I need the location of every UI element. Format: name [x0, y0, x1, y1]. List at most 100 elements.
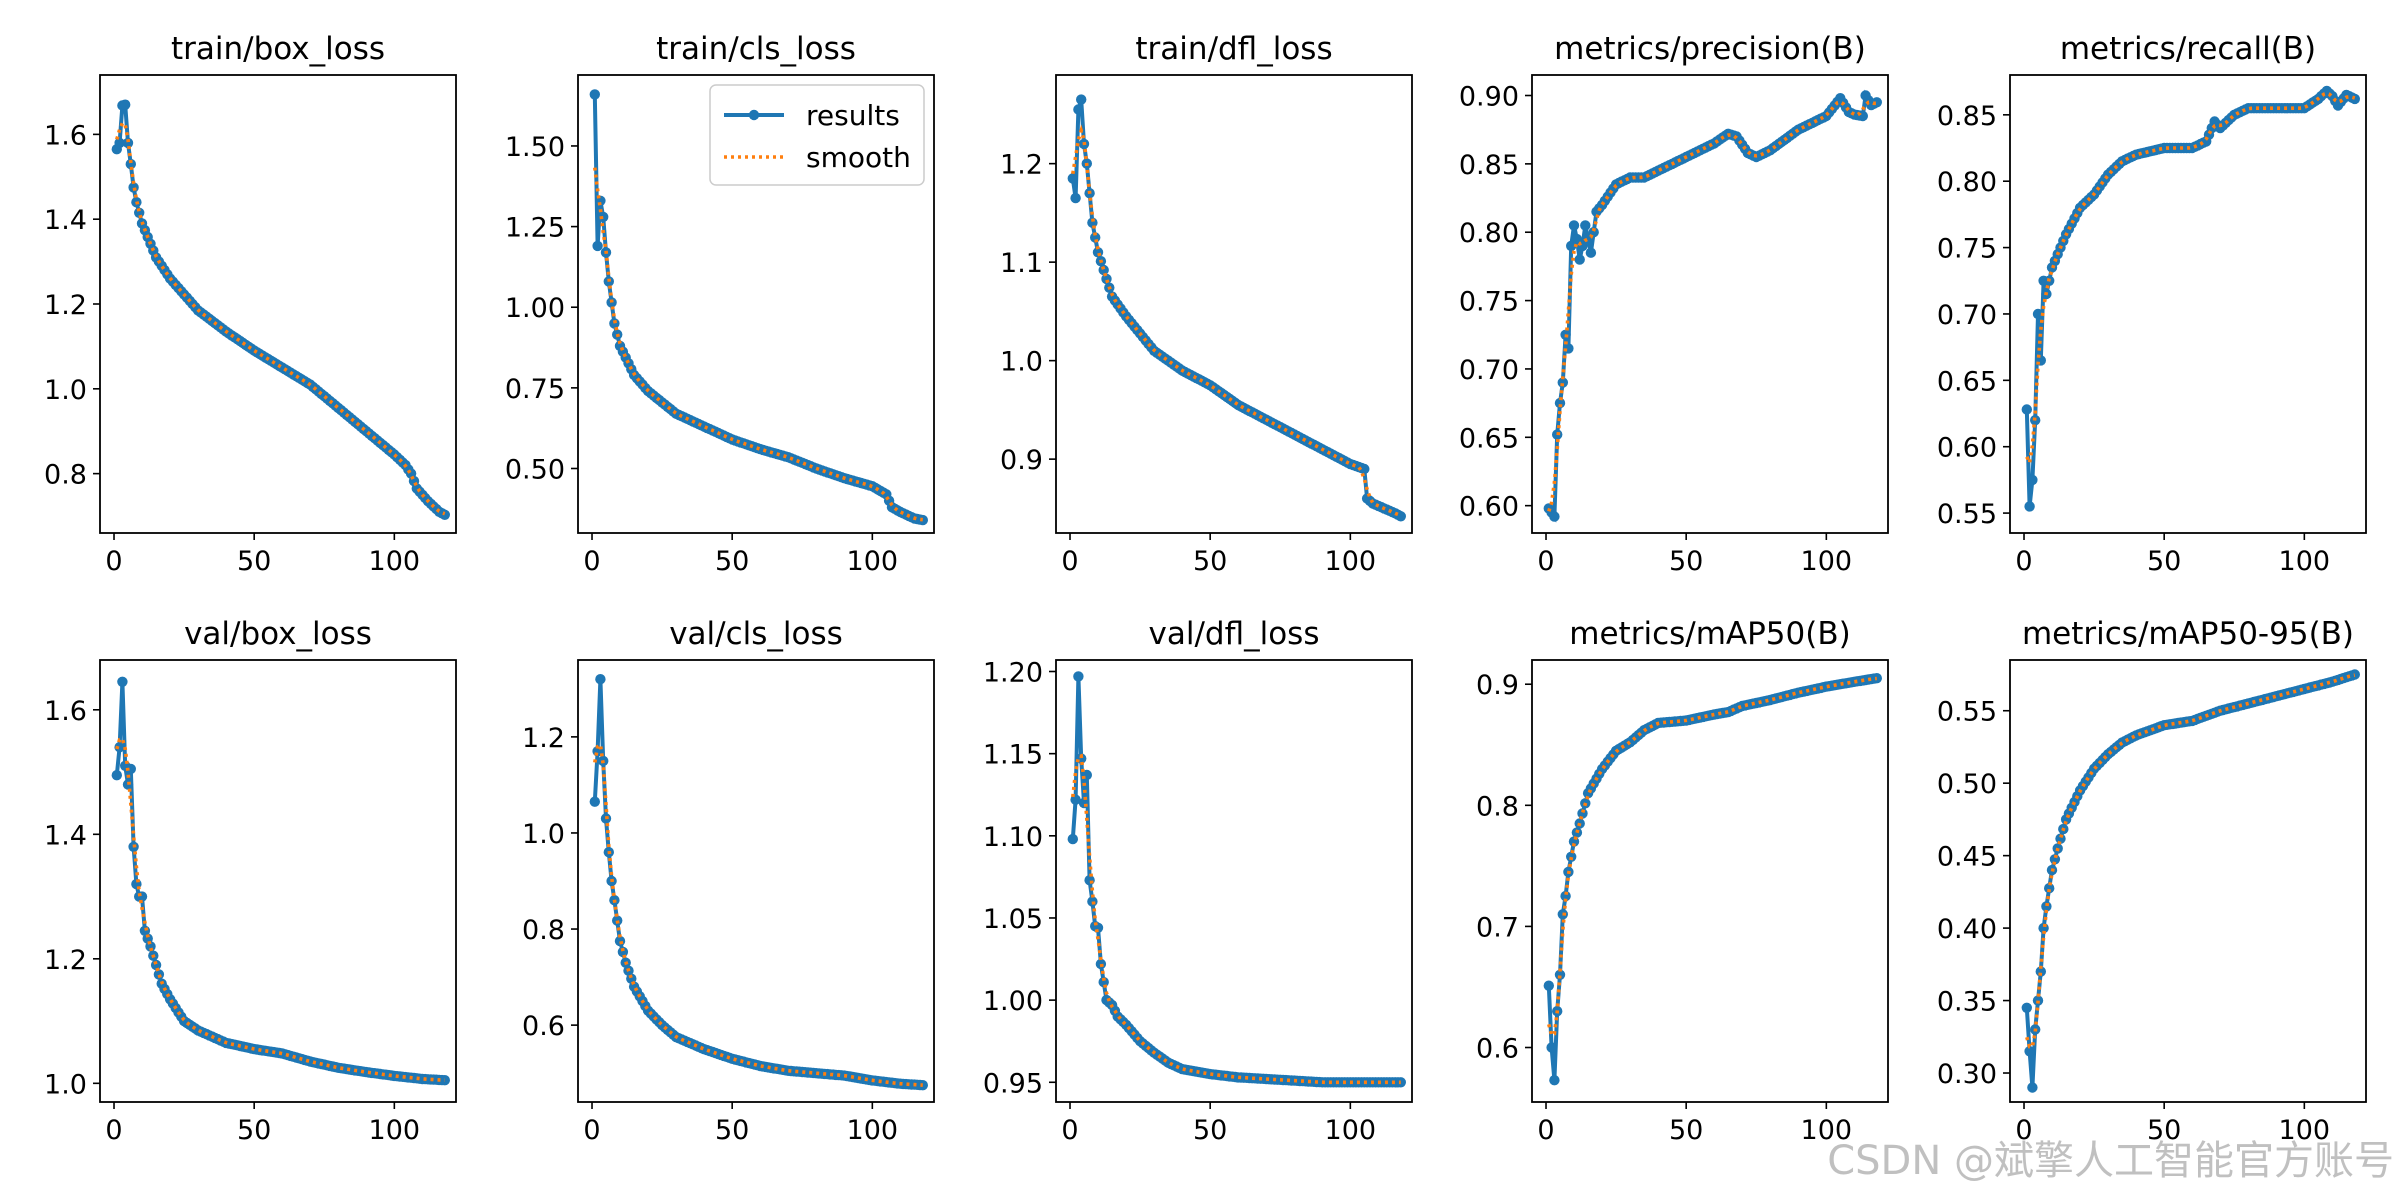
axes-frame [99, 74, 457, 534]
y-tick-label: 0.80 [1459, 218, 1519, 249]
results-point [595, 674, 606, 685]
subplot-title: metrics/precision(B) [1554, 31, 1866, 67]
y-tick-label: 0.65 [1459, 423, 1519, 454]
x-tick-label: 50 [1669, 1115, 1703, 1146]
results-point [1554, 397, 1566, 409]
y-tick-label: 1.0 [44, 1069, 87, 1100]
y-tick-label: 1.00 [505, 293, 565, 324]
results-point [1543, 980, 1555, 991]
subplot-metrics-map50-b-: metrics/mAP50(B) 0 50 100 0.6 0.7 0.8 0.9 [1476, 616, 1889, 1146]
results-point [1073, 104, 1084, 115]
results-point [2021, 1002, 2033, 1013]
y-tick-label: 0.55 [1937, 697, 1997, 728]
y-tick-label: 1.15 [983, 740, 1043, 771]
smooth-line [115, 736, 445, 1082]
results-point [598, 211, 609, 223]
subplot-title: train/cls_loss [656, 31, 856, 67]
results-point [1568, 220, 1580, 231]
results-point [1871, 673, 1883, 684]
axes-frame [2009, 74, 2367, 534]
x-tick-label: 100 [369, 546, 421, 577]
results-point [589, 796, 600, 807]
subplot-train-box-loss: train/box_loss 0 50 100 0.8 1.0 1.2 1.4 1.6 [44, 31, 457, 577]
results-point [2032, 995, 2044, 1006]
y-tick-label: 0.70 [1459, 355, 1519, 386]
x-tick-label: 100 [847, 546, 899, 577]
x-tick-label: 50 [237, 546, 271, 577]
y-tick-label: 0.35 [1937, 987, 1997, 1018]
smooth-line [1071, 753, 1401, 1085]
x-tick-label: 100 [1325, 1115, 1377, 1146]
results-line [592, 679, 923, 1088]
x-tick-label: 0 [1537, 546, 1554, 577]
subplot-val-cls-loss: val/cls_loss 0 50 100 0.6 0.8 1.0 1.2 [522, 616, 935, 1146]
axes-frame [1531, 74, 1889, 534]
results-point [1549, 511, 1560, 522]
results-point [111, 770, 123, 781]
y-tick-label: 1.20 [983, 658, 1043, 689]
results-point [1549, 1075, 1560, 1086]
subplot-metrics-map50-95-b-: metrics/mAP50-95(B) 0 50 100 0.30 0.35 0.40 0.4… [1937, 616, 2367, 1146]
results-point [117, 676, 128, 687]
results-point [589, 89, 600, 100]
subplot-train-dfl-loss: train/dfl_loss 0 50 100 0.9 1.0 1.1 1.2 [1000, 31, 1413, 577]
y-tick-label: 1.05 [983, 904, 1043, 935]
y-tick-label: 0.75 [1459, 287, 1519, 318]
x-tick-label: 0 [1061, 1115, 1078, 1146]
subplot-title: train/box_loss [171, 31, 385, 67]
results-point [1073, 671, 1084, 682]
results-point [917, 514, 928, 526]
x-tick-label: 50 [237, 1115, 271, 1146]
x-tick-label: 50 [715, 1115, 749, 1146]
y-tick-label: 0.90 [1459, 82, 1519, 113]
results-line [2024, 88, 2356, 507]
y-tick-label: 0.75 [1937, 234, 1997, 265]
y-tick-label: 0.95 [983, 1068, 1043, 1099]
subplot-title: val/cls_loss [669, 616, 843, 652]
results-point [1076, 94, 1087, 105]
x-tick-label: 0 [2015, 546, 2032, 577]
y-tick-label: 0.6 [1476, 1034, 1519, 1065]
results-point [1359, 463, 1370, 475]
x-tick-label: 0 [1061, 546, 1078, 577]
x-tick-label: 100 [1801, 1115, 1853, 1146]
y-tick-label: 0.85 [1459, 150, 1519, 181]
smooth-line [593, 741, 923, 1087]
y-tick-label: 0.60 [1459, 492, 1519, 523]
results-point [1095, 958, 1107, 970]
results-point [1395, 511, 1407, 522]
y-tick-label: 0.8 [522, 915, 565, 946]
results-point [1070, 794, 1081, 805]
subplot-metrics-precision-b-: metrics/precision(B) 0 50 100 0.60 0.65 0.70 0.… [1459, 31, 1889, 577]
subplot-title: val/box_loss [184, 616, 372, 652]
x-tick-label: 100 [2279, 546, 2331, 577]
results-point [1871, 97, 1883, 108]
y-tick-label: 0.50 [1937, 769, 1997, 800]
y-tick-label: 1.4 [44, 205, 87, 236]
results-point [120, 99, 131, 110]
subplot-title: metrics/recall(B) [2060, 31, 2316, 67]
y-tick-label: 1.50 [505, 132, 565, 163]
y-tick-label: 1.6 [44, 696, 87, 727]
results-point [2024, 1046, 2035, 1057]
y-tick-label: 0.40 [1937, 914, 1997, 945]
results-point [2044, 883, 2055, 894]
subplot-title: train/dfl_loss [1135, 31, 1332, 67]
results-point [1557, 377, 1569, 388]
axes-frame [1531, 659, 1889, 1103]
y-tick-label: 1.0 [522, 819, 565, 850]
axes-frame [577, 659, 935, 1103]
results-point [617, 946, 629, 958]
x-tick-label: 50 [2147, 1115, 2181, 1146]
x-tick-label: 0 [583, 1115, 600, 1146]
results-point [1067, 833, 1079, 845]
subplot-val-box-loss: val/box_loss 0 50 100 1.0 1.2 1.4 1.6 [44, 616, 457, 1146]
x-tick-label: 50 [1193, 1115, 1227, 1146]
y-tick-label: 1.4 [44, 820, 87, 851]
results-point [1574, 254, 1585, 265]
results-point [114, 742, 125, 753]
results-point [2024, 501, 2035, 512]
y-tick-label: 0.6 [522, 1011, 565, 1042]
smooth-line [1071, 124, 1402, 517]
